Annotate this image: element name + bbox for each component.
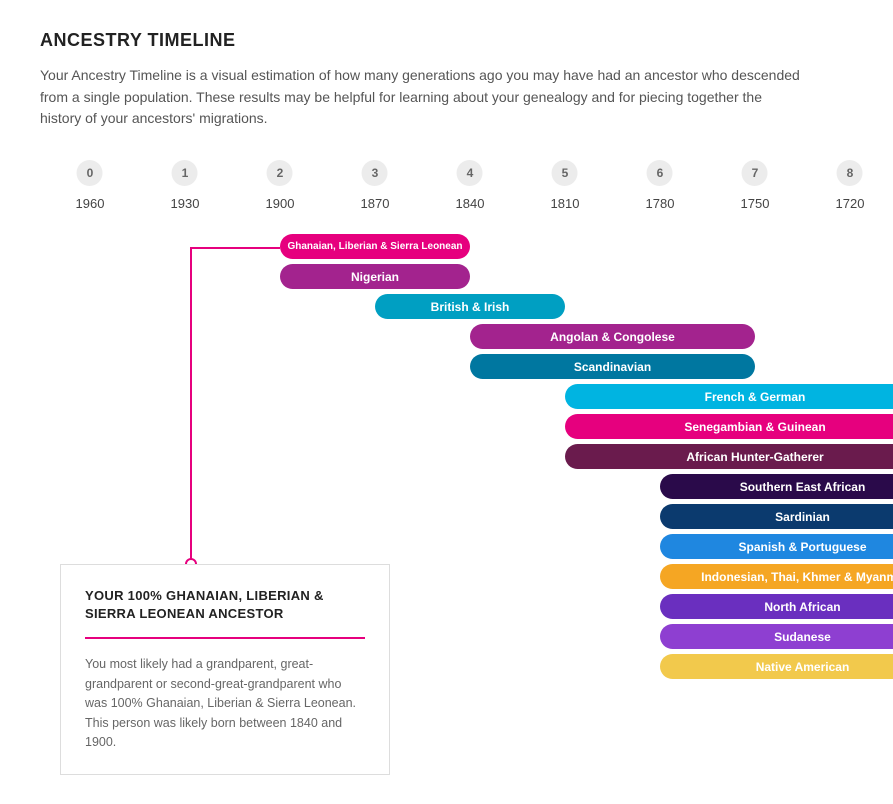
year-label: 1720	[836, 196, 865, 211]
ancestry-bar[interactable]: Senegambian & Guinean	[565, 414, 893, 439]
card-body: You most likely had a grandparent, great…	[85, 655, 365, 752]
generation-bubble: 2	[267, 160, 293, 186]
ancestry-bar[interactable]: Native American	[660, 654, 893, 679]
year-label: 1930	[171, 196, 200, 211]
generation-bubble: 3	[362, 160, 388, 186]
ancestor-detail-card: YOUR 100% GHANAIAN, LIBERIAN & SIERRA LE…	[60, 564, 390, 775]
ancestry-bar[interactable]: North African	[660, 594, 893, 619]
intro-text: Your Ancestry Timeline is a visual estim…	[40, 65, 800, 130]
connector-line	[190, 247, 280, 249]
axis-tick: 7 1750	[741, 160, 770, 211]
ancestry-bar[interactable]: Ghanaian, Liberian & Sierra Leonean	[280, 234, 470, 259]
generation-bubble: 5	[552, 160, 578, 186]
axis-tick: 4 1840	[456, 160, 485, 211]
ancestry-bar[interactable]: Nigerian	[280, 264, 470, 289]
axis-tick: 2 1900	[266, 160, 295, 211]
year-label: 1810	[551, 196, 580, 211]
year-label: 1900	[266, 196, 295, 211]
ancestry-bars: Ghanaian, Liberian & Sierra Leonean Niger…	[40, 234, 853, 774]
axis-tick: 6 1780	[646, 160, 675, 211]
axis-tick: 5 1810	[551, 160, 580, 211]
card-heading: YOUR 100% GHANAIAN, LIBERIAN & SIERRA LE…	[85, 587, 365, 623]
connector-line	[190, 247, 192, 565]
generation-bubble: 0	[77, 160, 103, 186]
axis-tick: 3 1870	[361, 160, 390, 211]
ancestry-bar[interactable]: Sardinian	[660, 504, 893, 529]
generation-bubble: 8	[837, 160, 863, 186]
ancestry-bar[interactable]: Angolan & Congolese	[470, 324, 755, 349]
year-label: 1840	[456, 196, 485, 211]
year-label: 1750	[741, 196, 770, 211]
timeline-axis: 0 1960 1 1930 2 1900 3 1870 4 1840 5 1810 6 1780 7 1750…	[40, 160, 853, 220]
ancestry-bar[interactable]: British & Irish	[375, 294, 565, 319]
ancestry-bar[interactable]: Scandinavian	[470, 354, 755, 379]
year-label: 1870	[361, 196, 390, 211]
generation-bubble: 1	[172, 160, 198, 186]
axis-tick: 0 1960	[76, 160, 105, 211]
ancestry-bar[interactable]: French & German	[565, 384, 893, 409]
year-label: 1780	[646, 196, 675, 211]
ancestry-bar[interactable]: African Hunter-Gatherer	[565, 444, 893, 469]
axis-tick: 1 1930	[171, 160, 200, 211]
ancestry-bar[interactable]: Indonesian, Thai, Khmer & Myanma	[660, 564, 893, 589]
ancestry-bar[interactable]: Spanish & Portuguese	[660, 534, 893, 559]
axis-tick: 8 1720	[836, 160, 865, 211]
year-label: 1960	[76, 196, 105, 211]
ancestry-bar[interactable]: Sudanese	[660, 624, 893, 649]
card-divider	[85, 637, 365, 639]
page-title: ANCESTRY TIMELINE	[40, 30, 853, 51]
generation-bubble: 7	[742, 160, 768, 186]
ancestry-bar[interactable]: Southern East African	[660, 474, 893, 499]
generation-bubble: 6	[647, 160, 673, 186]
generation-bubble: 4	[457, 160, 483, 186]
